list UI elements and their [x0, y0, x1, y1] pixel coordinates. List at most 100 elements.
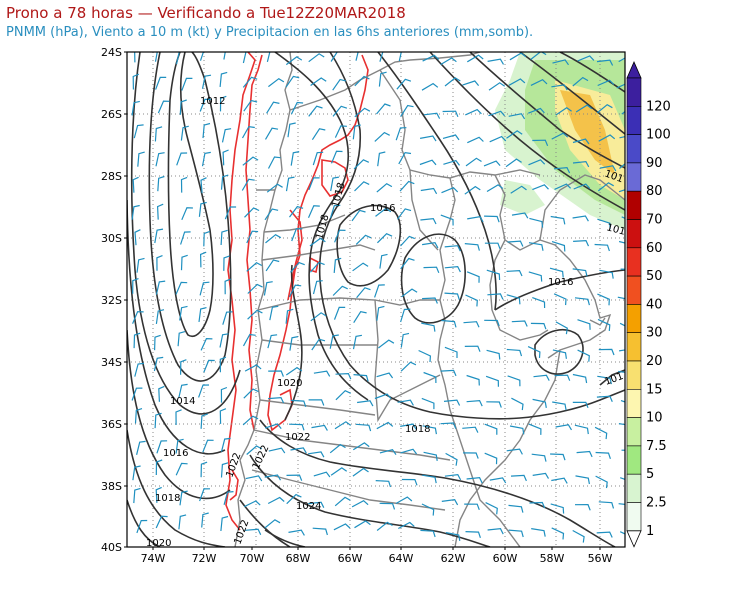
wind-barb	[332, 285, 348, 296]
wind-barb	[484, 319, 500, 327]
wind-barb	[444, 77, 461, 87]
wind-barb	[594, 426, 608, 440]
wind-barb	[444, 245, 461, 252]
wind-barb	[552, 349, 567, 359]
wind-barb	[220, 386, 228, 403]
wind-barb	[400, 448, 418, 455]
wind-barb	[154, 412, 162, 429]
wind-barb	[444, 346, 458, 358]
lon-label: 56W	[588, 552, 613, 565]
wind-barb	[243, 388, 259, 399]
wind-barb	[420, 529, 436, 538]
wind-barb	[355, 52, 359, 61]
wind-barb	[220, 229, 228, 246]
wind-barb	[398, 521, 415, 530]
wind-barb	[400, 257, 415, 270]
wind-barb	[354, 181, 370, 192]
wind-barb	[181, 77, 193, 91]
wind-barb	[572, 373, 588, 384]
wind-barb	[154, 52, 158, 62]
wind-barb	[420, 187, 438, 195]
wind-barb	[422, 425, 437, 435]
wind-barb	[423, 266, 440, 274]
wind-barb	[595, 475, 608, 489]
wind-barb	[506, 294, 521, 305]
wind-barb	[203, 230, 211, 247]
wind-barb	[175, 409, 182, 426]
wind-barb	[465, 157, 482, 167]
wind-barb	[508, 78, 526, 86]
wind-barb	[532, 297, 546, 309]
wind-barb	[462, 80, 480, 86]
wind-barb	[244, 207, 260, 218]
wind-barb	[375, 207, 392, 217]
wind-barb	[133, 487, 141, 504]
wind-barb	[618, 189, 625, 193]
wind-barb	[285, 56, 303, 66]
wind-barb	[441, 499, 459, 506]
wind-barb	[352, 334, 363, 350]
wind-barb	[137, 151, 145, 167]
wind-barb	[352, 467, 369, 477]
wind-barb	[576, 450, 593, 458]
wind-barb	[312, 527, 328, 536]
colorbar-label: 70	[646, 213, 663, 228]
wind-barb	[443, 399, 461, 406]
wind-barb	[202, 439, 214, 453]
wind-barb	[464, 503, 480, 511]
wind-barb	[290, 447, 307, 454]
wind-barb	[287, 122, 296, 138]
wind-barb	[555, 424, 573, 431]
wind-barb	[335, 372, 352, 380]
wind-barb	[396, 208, 412, 220]
colorbar-label: 5	[646, 467, 654, 482]
wind-barb	[486, 401, 502, 408]
wind-barb	[441, 186, 459, 194]
colorbar-swatch	[626, 332, 642, 362]
colorbar-swatch	[626, 473, 642, 503]
wind-barb	[329, 443, 346, 454]
wind-barb	[222, 149, 229, 166]
wind-barb	[466, 399, 483, 407]
wind-barb	[375, 480, 392, 488]
wind-barb	[464, 243, 480, 251]
wind-barb	[220, 437, 231, 452]
wind-barb	[332, 78, 347, 91]
wind-barb	[597, 218, 611, 230]
wind-barb	[269, 305, 279, 321]
wind-barb	[242, 76, 258, 88]
wind-barb	[354, 520, 371, 529]
wind-barb	[465, 531, 481, 538]
wind-barb	[134, 229, 141, 246]
wind-barb	[289, 336, 299, 351]
colorbar-label: 30	[646, 326, 663, 341]
wind-barb	[330, 150, 343, 164]
wind-barb	[508, 113, 526, 120]
wind-barb	[221, 128, 232, 143]
wind-barb	[132, 73, 140, 90]
colorbar-bottom-arrow	[626, 530, 642, 548]
wind-barb	[401, 478, 418, 486]
wind-barb	[398, 151, 412, 165]
wind-barb	[440, 214, 454, 226]
wind-barb	[310, 312, 327, 322]
wind-barb	[220, 462, 229, 478]
wind-barb	[285, 366, 303, 376]
wind-barb	[395, 127, 407, 141]
wind-barb	[332, 105, 348, 117]
wind-barb	[400, 361, 417, 372]
wind-barb	[509, 52, 527, 61]
wind-barb	[572, 215, 589, 222]
colorbar-swatch	[626, 77, 642, 107]
wind-barb	[511, 212, 529, 219]
wind-barb	[202, 122, 211, 139]
wind-barb	[311, 424, 328, 431]
wind-barb	[440, 422, 457, 429]
wind-barb	[268, 77, 285, 88]
wind-barb	[511, 320, 528, 327]
wind-barb	[463, 452, 479, 459]
wind-barb	[423, 112, 441, 119]
wind-barb	[353, 374, 369, 382]
wind-barb	[178, 383, 188, 399]
wind-barb	[597, 318, 611, 331]
